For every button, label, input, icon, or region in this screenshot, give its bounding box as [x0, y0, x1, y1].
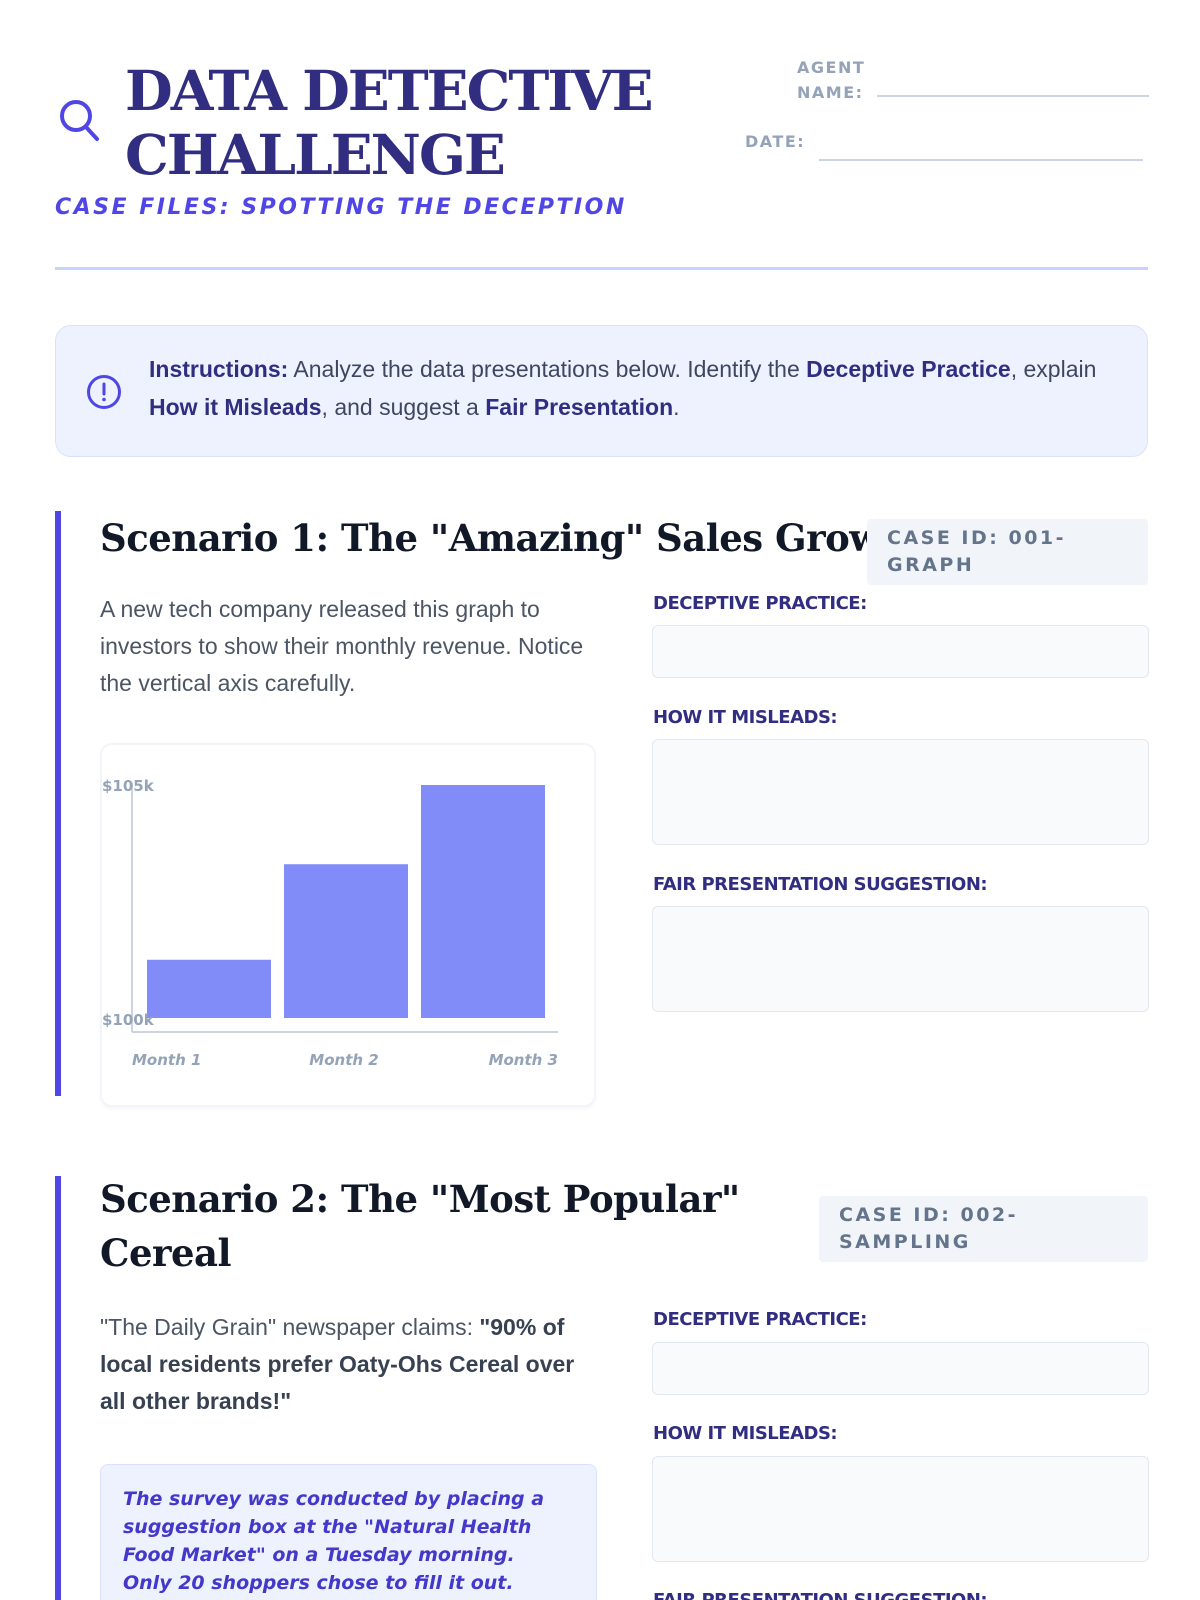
- deceptive-practice-input[interactable]: [652, 1342, 1149, 1395]
- scenario-1: Scenario 1: The "Amazing" Sales Growth C…: [55, 511, 1149, 1107]
- agent-name-label: AGENT NAME:: [797, 58, 866, 102]
- chart-x-tick-label: Month 3: [489, 1051, 558, 1069]
- fair-presentation-label: FAIR PRESENTATION SUGGESTION:: [653, 1590, 988, 1600]
- scenario-description: "The Daily Grain" newspaper claims: "90%…: [100, 1309, 600, 1420]
- instructions-lead: Instructions:: [149, 356, 289, 382]
- deceptive-practice-input[interactable]: [652, 625, 1149, 678]
- scenario-title: Scenario 2: The "Most Popular" Cereal: [100, 1177, 740, 1275]
- agent-name-field[interactable]: [877, 95, 1149, 97]
- survey-note-text: The survey was conducted by placing a su…: [123, 1488, 545, 1594]
- scenario-accent-bar: [55, 511, 61, 1096]
- revenue-bar-chart: $105k $100k Month 1 Month 2 Month 3: [102, 777, 558, 1069]
- date-field[interactable]: [819, 159, 1143, 161]
- instructions-text: Instructions: Analyze the data presentat…: [149, 350, 1119, 426]
- revenue-chart: $105k $100k Month 1 Month 2 Month 3: [100, 743, 596, 1107]
- fair-presentation-label: FAIR PRESENTATION SUGGESTION:: [653, 874, 988, 895]
- instructions-bold-fair: Fair Presentation: [485, 394, 674, 420]
- deceptive-practice-label: DECEPTIVE PRACTICE:: [653, 1309, 867, 1330]
- chart-bar: [147, 959, 271, 1018]
- case-id-badge: CASE ID: 002-SAMPLING: [819, 1196, 1148, 1262]
- instructions-text-3: , and suggest a: [321, 394, 486, 420]
- alert-circle-icon: [87, 375, 121, 409]
- page-header: DATA DETECTIVE CHALLENGE CASE FILES: SPO…: [55, 55, 1149, 270]
- scenario-title: Scenario 1: The "Amazing" Sales Growth: [100, 516, 924, 560]
- header-divider: [55, 267, 1148, 270]
- scenario-description: A new tech company released this graph t…: [100, 596, 584, 696]
- chart-y-tick-label: $105k: [102, 777, 155, 795]
- instructions-box: Instructions: Analyze the data presentat…: [55, 325, 1148, 457]
- deceptive-practice-label: DECEPTIVE PRACTICE:: [653, 593, 867, 614]
- page-subtitle: CASE FILES: SPOTTING THE DECEPTION: [55, 195, 627, 220]
- scenario-accent-bar: [55, 1176, 61, 1600]
- how-it-misleads-input[interactable]: [652, 739, 1149, 845]
- instructions-text-2: , explain: [1010, 356, 1097, 382]
- scenario-2: Scenario 2: The "Most Popular" Cereal CA…: [55, 1176, 1149, 1600]
- chart-bar: [284, 864, 408, 1018]
- chart-y-tick-label: $100k: [102, 1011, 155, 1029]
- instructions-text-4: .: [673, 394, 680, 420]
- instructions-text-1: Analyze the data presentations below. Id…: [288, 356, 807, 382]
- survey-note: The survey was conducted by placing a su…: [100, 1464, 597, 1600]
- how-it-misleads-input[interactable]: [652, 1456, 1149, 1562]
- how-it-misleads-label: HOW IT MISLEADS:: [653, 707, 838, 728]
- page-title: DATA DETECTIVE CHALLENGE: [125, 58, 654, 187]
- chart-bar: [421, 785, 545, 1018]
- how-it-misleads-label: HOW IT MISLEADS:: [653, 1423, 838, 1444]
- fair-presentation-input[interactable]: [652, 906, 1149, 1012]
- instructions-bold-deceptive: Deceptive Practice: [806, 356, 1011, 382]
- chart-x-tick-label: Month 2: [309, 1051, 378, 1069]
- scenario-claim-quote: "90% of local residents prefer Oaty-Ohs …: [100, 1314, 575, 1414]
- date-label: DATE:: [745, 132, 806, 151]
- scenario-claim-intro: "The Daily Grain" newspaper claims:: [100, 1314, 480, 1340]
- chart-x-tick-label: Month 1: [132, 1051, 201, 1069]
- search-icon: [60, 100, 99, 141]
- case-id-badge: CASE ID: 001-GRAPH: [867, 519, 1148, 585]
- instructions-bold-misleads: How it Misleads: [149, 394, 322, 420]
